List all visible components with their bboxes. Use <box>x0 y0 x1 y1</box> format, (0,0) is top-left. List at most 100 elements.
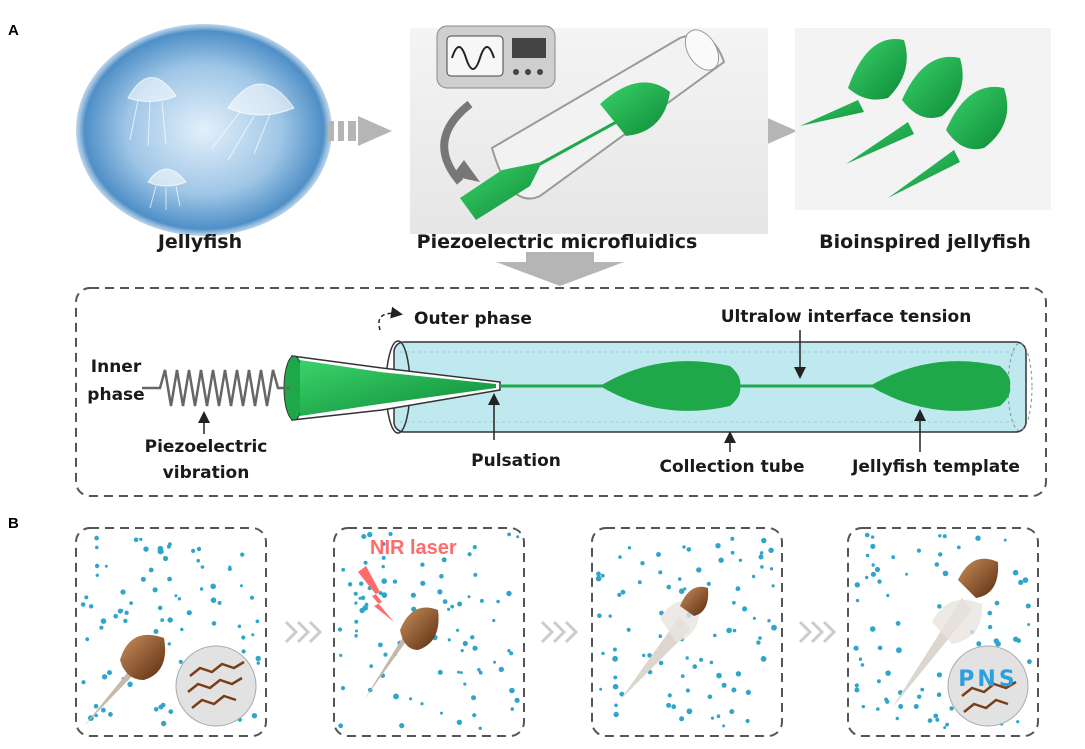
water-dot <box>854 582 860 588</box>
step-arrow-2 <box>540 620 579 644</box>
water-dot <box>447 638 451 642</box>
water-dot <box>738 558 743 562</box>
water-dot <box>637 580 642 585</box>
water-dot <box>123 618 128 624</box>
water-dot <box>937 604 942 609</box>
water-dot <box>113 613 118 619</box>
water-dot <box>107 670 112 676</box>
water-dot <box>1025 603 1031 609</box>
water-dot <box>101 674 108 680</box>
water-dot <box>364 602 369 607</box>
water-dot <box>148 567 154 573</box>
water-dot <box>854 683 859 688</box>
device-render <box>410 25 768 234</box>
pns-label: PNS <box>958 667 1017 692</box>
water-dot <box>381 542 386 546</box>
water-dot <box>927 718 933 723</box>
water-dot <box>667 693 672 698</box>
water-dot <box>447 607 451 611</box>
water-dot <box>196 546 202 552</box>
water-dot <box>514 697 520 703</box>
water-dot <box>949 706 954 711</box>
water-dot <box>237 624 242 629</box>
step-arrow-3 <box>798 620 837 644</box>
water-dot <box>934 562 940 567</box>
water-dot <box>722 724 726 728</box>
water-dot <box>768 547 774 553</box>
water-dot <box>460 649 464 653</box>
water-dot <box>472 713 477 718</box>
device-caption: Piezoelectric microfluidics <box>417 231 698 253</box>
water-dot <box>101 707 106 713</box>
water-dot <box>381 592 388 598</box>
water-dot <box>855 598 860 603</box>
water-dot <box>975 535 981 541</box>
water-dot <box>339 653 343 658</box>
water-dot <box>186 610 192 616</box>
water-dot <box>891 555 896 560</box>
water-dot <box>153 629 159 634</box>
water-dot <box>180 627 184 632</box>
water-dot <box>876 707 880 711</box>
water-dot <box>718 557 724 563</box>
water-dot <box>143 546 149 552</box>
water-dot <box>871 563 875 567</box>
water-dot <box>354 634 358 638</box>
water-dot <box>477 668 481 672</box>
sequence-panel-1 <box>75 527 267 737</box>
water-dot <box>612 655 618 662</box>
water-dot <box>470 635 475 640</box>
water-dot <box>174 594 178 598</box>
water-dot <box>1016 638 1021 643</box>
water-dot <box>388 531 393 537</box>
water-dot <box>367 531 373 538</box>
water-dot <box>709 660 714 665</box>
water-dot <box>601 651 605 656</box>
water-dot <box>599 687 603 691</box>
water-dot <box>467 552 472 557</box>
water-dot <box>933 713 939 719</box>
signal-generator-icon <box>436 25 556 89</box>
water-dot <box>619 691 625 697</box>
down-arrow <box>496 252 624 286</box>
water-dot <box>456 719 463 725</box>
water-dot <box>440 711 443 715</box>
water-dot <box>769 567 774 571</box>
water-dot <box>509 651 514 656</box>
water-dot <box>595 575 602 582</box>
water-dot <box>597 613 602 618</box>
water-dot <box>876 679 881 684</box>
ultralow-tension-label: Ultralow interface tension <box>721 307 972 327</box>
water-dot <box>678 588 685 594</box>
water-dot <box>95 545 99 550</box>
sequence-panel-3 <box>591 527 783 737</box>
step-arrow-1 <box>284 620 323 644</box>
water-dot <box>437 669 443 675</box>
water-dot <box>729 709 735 715</box>
water-dot <box>377 642 383 648</box>
water-dot <box>935 717 940 722</box>
water-dot <box>870 535 875 539</box>
water-dot <box>726 627 732 634</box>
water-dot <box>360 595 366 600</box>
water-dot <box>129 601 134 605</box>
water-dot <box>626 627 631 632</box>
water-dot <box>771 624 777 631</box>
water-dot <box>658 570 663 575</box>
water-dot <box>683 587 687 591</box>
water-dot <box>917 694 922 699</box>
water-dot <box>618 555 622 559</box>
jellyfish-droplet-1 <box>600 361 741 411</box>
water-dot <box>920 687 925 692</box>
water-dot <box>442 599 448 604</box>
water-dot <box>516 535 520 539</box>
water-dot <box>108 712 113 717</box>
water-dot <box>84 595 89 600</box>
collection-tube-label: Collection tube <box>660 457 805 477</box>
water-dot <box>666 702 672 708</box>
water-dot <box>493 660 497 664</box>
water-dot <box>255 655 261 662</box>
water-dot <box>200 565 205 569</box>
water-dot <box>459 671 463 675</box>
water-dot <box>730 550 735 555</box>
